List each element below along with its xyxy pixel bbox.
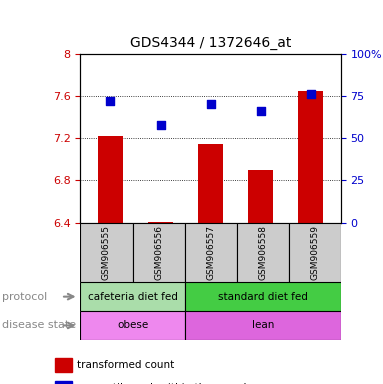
Bar <box>98 136 123 223</box>
Bar <box>80 223 133 282</box>
Title: GDS4344 / 1372646_at: GDS4344 / 1372646_at <box>130 36 291 50</box>
Bar <box>198 144 223 223</box>
Text: protocol: protocol <box>2 291 47 302</box>
Bar <box>185 282 341 311</box>
Text: GSM906558: GSM906558 <box>258 225 267 280</box>
Bar <box>248 170 273 223</box>
Point <box>208 101 214 108</box>
Bar <box>237 223 289 282</box>
Bar <box>133 223 185 282</box>
Bar <box>80 311 185 340</box>
Bar <box>185 311 341 340</box>
Text: lean: lean <box>252 320 274 331</box>
Bar <box>185 223 237 282</box>
Bar <box>80 282 185 311</box>
Text: obese: obese <box>117 320 148 331</box>
Bar <box>289 223 341 282</box>
Point <box>308 91 314 98</box>
Bar <box>55 358 72 372</box>
Text: GSM906555: GSM906555 <box>102 225 111 280</box>
Text: GSM906559: GSM906559 <box>310 225 319 280</box>
Point <box>258 108 264 114</box>
Text: percentile rank within the sample: percentile rank within the sample <box>77 383 253 384</box>
Point <box>107 98 113 104</box>
Text: cafeteria diet fed: cafeteria diet fed <box>88 291 177 302</box>
Text: transformed count: transformed count <box>77 360 174 370</box>
Text: standard diet fed: standard diet fed <box>218 291 308 302</box>
Bar <box>298 91 323 223</box>
Bar <box>148 222 173 223</box>
Bar <box>55 381 72 384</box>
Text: GSM906557: GSM906557 <box>206 225 215 280</box>
Text: GSM906556: GSM906556 <box>154 225 163 280</box>
Text: disease state: disease state <box>2 320 76 331</box>
Point <box>157 122 164 128</box>
